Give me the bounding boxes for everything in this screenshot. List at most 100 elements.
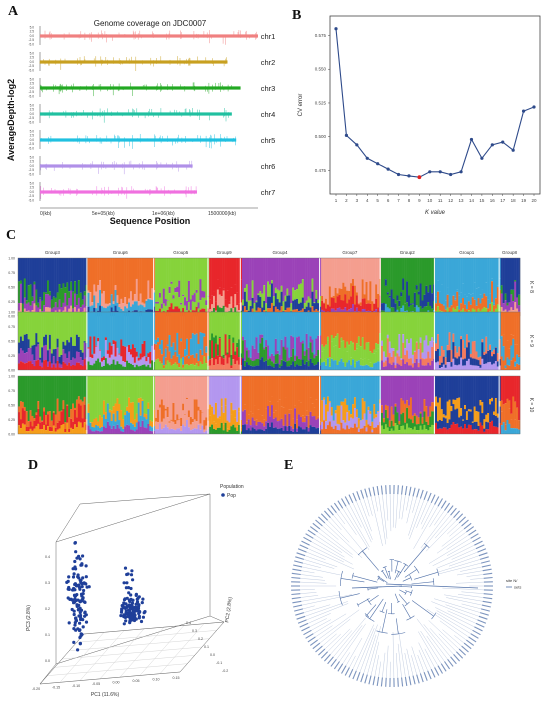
admixture-bar-segment [504,356,507,366]
admixture-bar-segment [166,300,169,310]
admixture-bar-segment [386,312,389,335]
admixture-bar-segment [454,300,457,310]
admixture-bar-segment [413,350,416,353]
admixture-bar-segment [288,425,291,434]
admixture-bar-segment [465,258,469,297]
admixture-bar-segment [323,420,326,434]
admixture-bar-segment [247,365,250,370]
admixture-bar-segment [386,376,389,406]
admixture-bar-segment [108,376,111,410]
tree-leaf-guide [425,520,457,552]
admixture-bar-segment [377,410,380,412]
admixture-bar-segment [431,337,434,347]
admixture-bar-segment [143,340,146,357]
admixture-bar-segment [328,362,332,367]
admixture-bar-segment [323,376,326,398]
pca-legend: Population Pop [220,484,244,499]
admixture-bar-segment [427,302,430,311]
admixture-bar-segment [66,358,69,366]
admixture-bar-segment [270,353,274,362]
admixture-bar-segment [201,258,204,291]
admixture-bar-segment [39,258,42,298]
admixture-bar-segment [494,298,498,309]
admixture-bar-segment [241,376,245,411]
coverage-band-chr1 [40,34,258,38]
admixture-bar-segment [475,376,478,412]
tree-branch-arc [379,610,385,613]
coverage-spikes-chr4 [44,108,229,123]
pca-point [119,614,123,618]
admixture-bar-segment [467,342,471,359]
admixture-bar-segment [417,424,420,431]
admixture-bar-segment [435,343,438,352]
admixture-bar-segment [209,340,212,360]
admixture-bar-segment [431,402,434,412]
admixture-bar-segment [112,303,115,312]
admixture-bar-segment [72,403,75,422]
admixture-bar-segment [211,358,214,370]
admixture-bar-segment [290,303,293,312]
admixture-bar-segment [104,358,108,370]
admixture-bar-segment [89,364,92,370]
admixture-bar-segment [444,415,447,419]
admixture-bar-segment [87,376,90,404]
admixture-bar-segment [315,428,318,434]
admixture-bar-segment [442,350,445,357]
admixture-bar-segment [382,258,386,304]
admixture-bar-segment [112,258,115,302]
admixture-bar-segment [353,363,357,368]
admixture-bar-segment [79,258,82,293]
cv-xlabel: K value [425,210,446,216]
coverage-ytick: 2.5 [30,56,35,60]
admixture-bar-segment [249,411,252,426]
admixture-bar-segment [214,312,218,336]
admixture-bar-segment [87,306,90,316]
tree-leaf-guide [370,496,383,547]
admixture-bar-segment [101,306,104,313]
admixture-bar-segment [448,419,451,429]
admixture-bar-segment [464,304,467,312]
admixture-bar-segment [21,362,25,370]
admixture-bar-segment [168,286,171,294]
admixture-bar-segment [375,427,378,434]
tree-tip-label-mark [416,674,420,684]
tree-leaf-guide [416,501,428,528]
admixture-bar-segment [496,353,500,362]
admixture-bar-segment [151,431,154,434]
admixture-bar-segment [301,359,304,370]
admixture-bar-segment [112,359,115,370]
admixture-bar-segment [448,312,451,333]
admixture-bar-segment [147,353,150,358]
tree-tip-label-mark [453,654,461,662]
admixture-bar-segment [87,412,90,426]
admixture-bar-segment [392,376,395,415]
admixture-bar-segment [315,312,318,339]
admixture-bar-segment [328,401,332,403]
admixture-bar-segment [255,312,258,338]
admixture-bar-segment [174,430,177,434]
pca-ztick: 0.3 [192,629,197,633]
admixture-bar-segment [494,361,498,370]
admixture-bar-segment [261,307,264,313]
admixture-bar-segment [137,360,140,367]
admixture-bar-segment [263,312,266,348]
admixture-bar-segment [50,427,53,432]
admixture-bar-segment [518,364,521,370]
admixture-bar-segment [126,312,129,347]
pca-point [70,598,75,602]
admixture-bar-segment [269,284,272,297]
tree-leaf-guide [324,633,341,650]
admixture-bar-segment [473,365,476,370]
admixture-bar-segment [471,312,474,342]
pca-point [71,575,76,579]
admixture-bar-segment [73,376,77,408]
admixture-bar-segment [481,298,484,309]
admixture-bar-segment [303,422,306,430]
admixture-bar-segment [363,298,366,309]
admixture-bar-segment [83,396,86,405]
admixture-bar-segment [187,358,191,366]
admixture-bar-segment [35,305,38,312]
admixture-bar-segment [342,401,345,421]
admixture-bar-segment [199,361,202,370]
admixture-bar-segment [270,280,274,284]
